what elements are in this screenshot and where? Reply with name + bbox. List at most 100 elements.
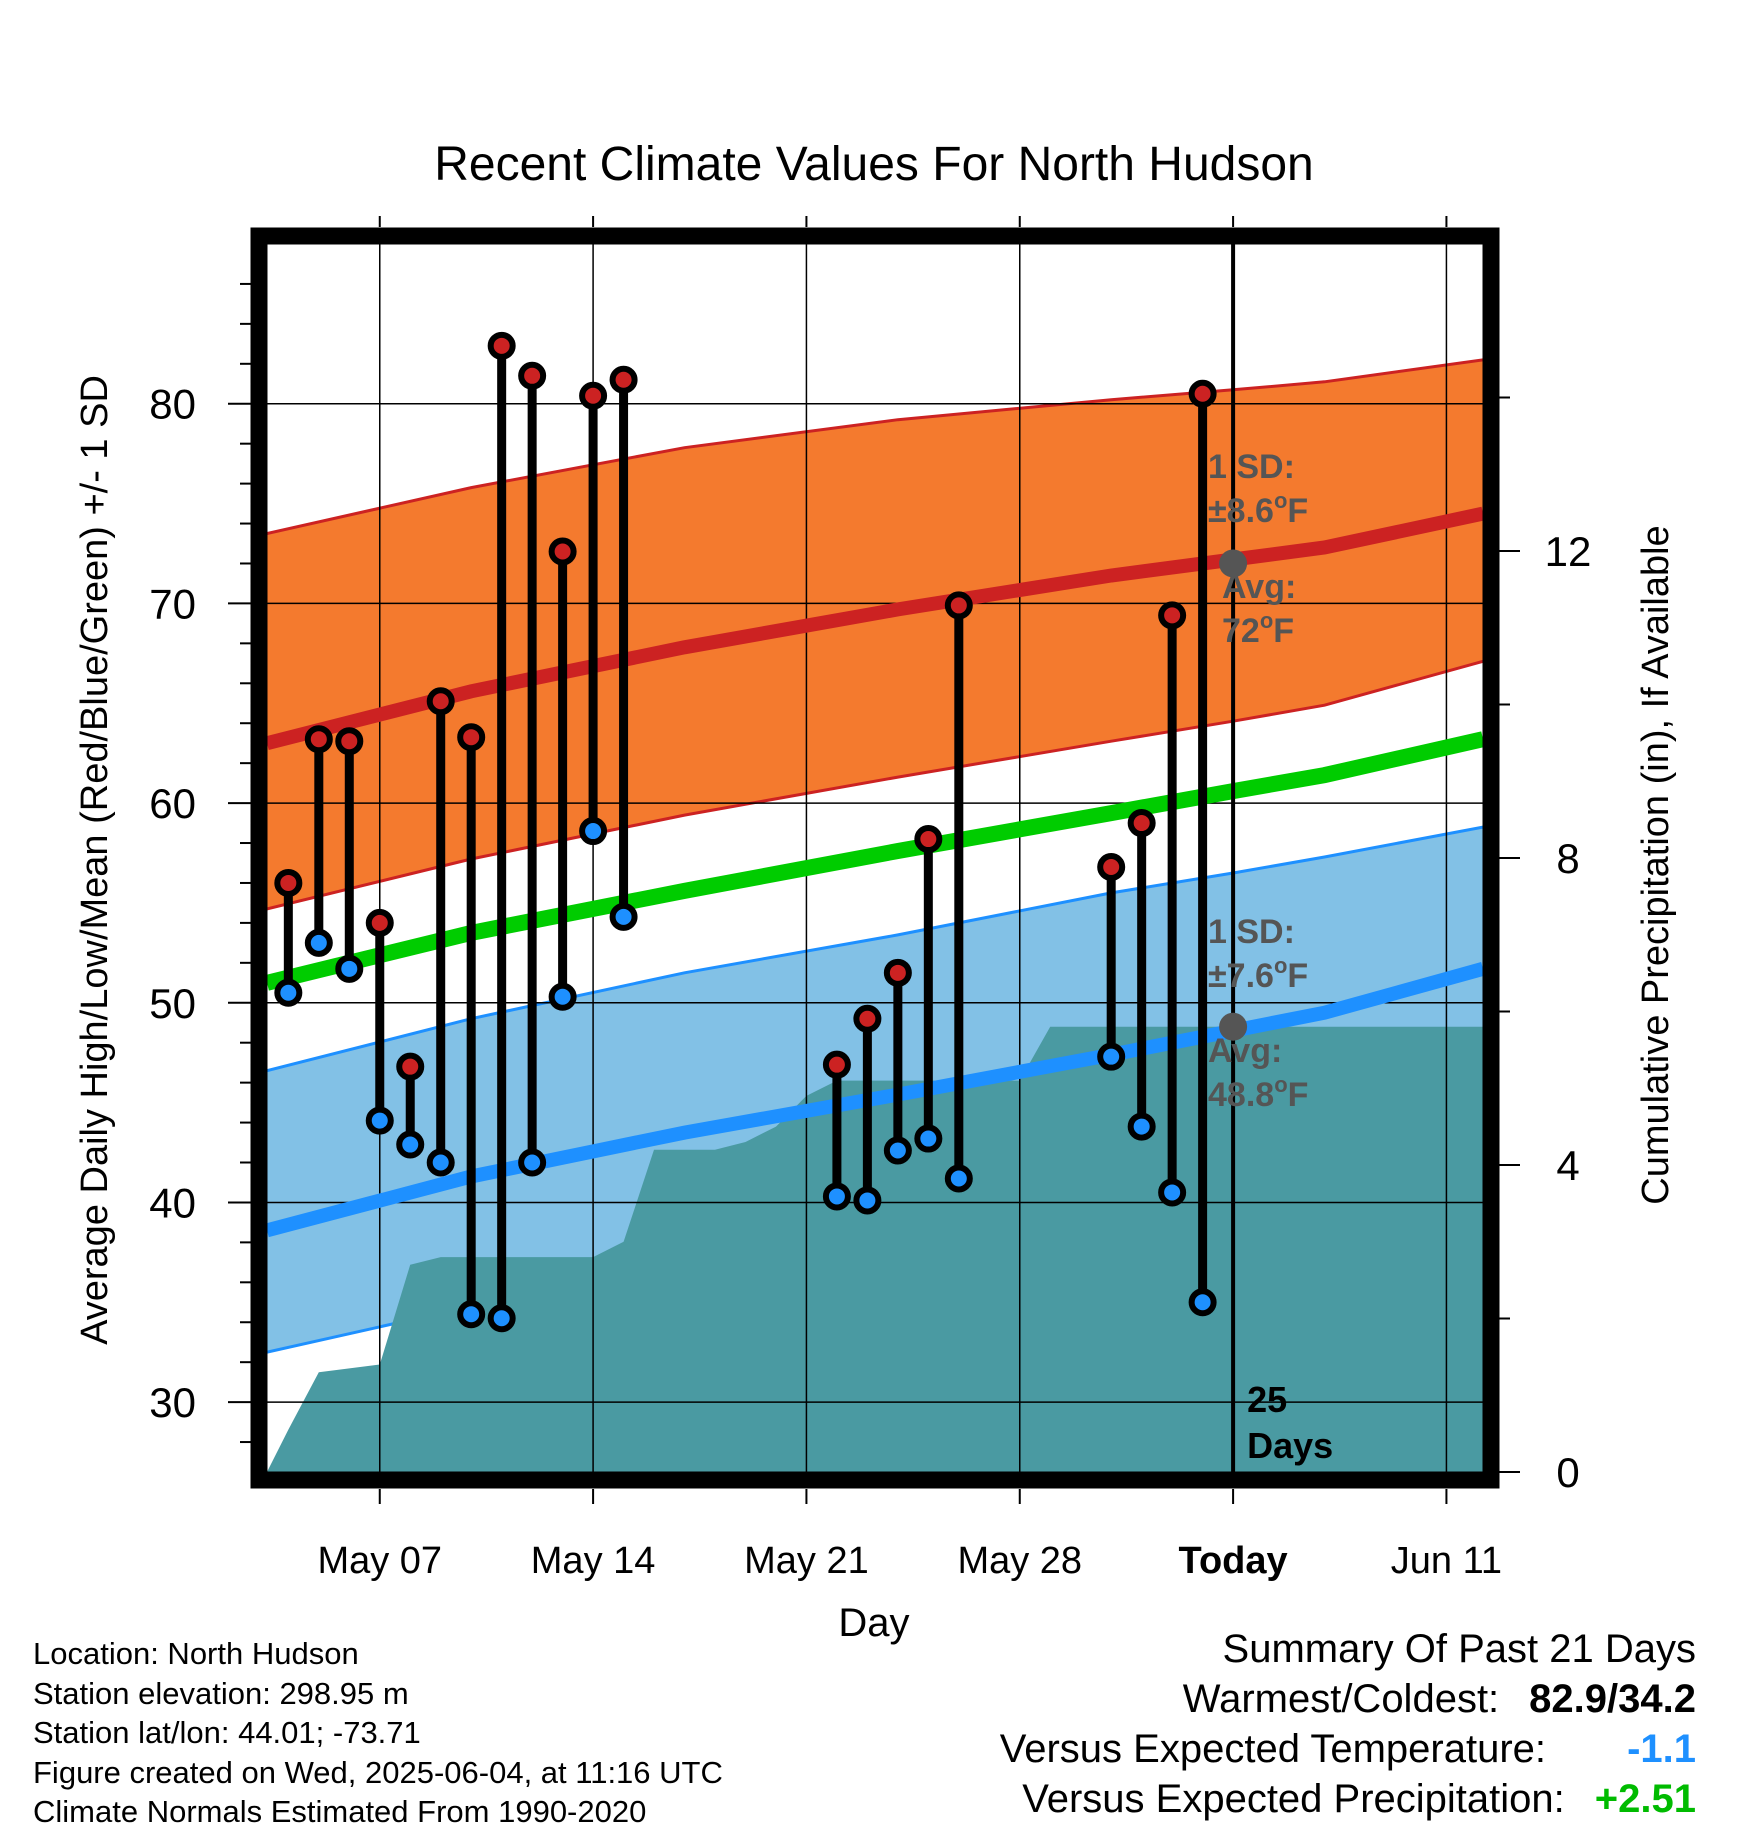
y-tick-label: 30 [149, 1379, 196, 1426]
high-point [304, 725, 333, 754]
y2-tick-label: 12 [1545, 528, 1592, 575]
temp-label: Versus Expected Temperature: [999, 1727, 1546, 1771]
low-sd-label-title: 1 SD: [1208, 913, 1295, 951]
high-point [609, 365, 638, 394]
y-tick-label: 40 [149, 1179, 196, 1226]
precip-area [267, 1026, 1483, 1472]
mean-average-line [267, 731, 1483, 991]
temp-value: -1.1 [1627, 1727, 1696, 1771]
low-point [609, 902, 638, 931]
x-tick-label: May 28 [957, 1540, 1082, 1582]
low-point [396, 1130, 425, 1159]
high-sd-label-value: ±8.6oF [1208, 488, 1308, 530]
summary-title: Summary Of Past 21 Days [1222, 1627, 1696, 1671]
high-point [457, 723, 486, 752]
low-avg-point [1219, 1012, 1248, 1041]
precip-label: Versus Expected Precipitation: [1022, 1777, 1565, 1821]
low-point [1158, 1178, 1187, 1207]
low-point [487, 1304, 516, 1333]
y-axis-label: Average Daily High/Low/Mean (Red/Blue/Gr… [74, 375, 116, 1345]
low-sd-upper-line [267, 825, 1483, 1073]
high-sd-upper-line [267, 358, 1483, 535]
low-point [1097, 1042, 1126, 1071]
low-point [579, 817, 608, 846]
x-tick-label: May 07 [317, 1540, 442, 1582]
high-point [365, 908, 394, 937]
high-point [518, 361, 547, 390]
high-point [548, 537, 577, 566]
days-count-label: 25 [1247, 1379, 1287, 1420]
high-point [914, 825, 943, 854]
high-average-line [267, 506, 1483, 750]
low-point [883, 1136, 912, 1165]
low-point [548, 982, 577, 1011]
low-point [1188, 1288, 1217, 1317]
high-point [944, 591, 973, 620]
precip-row: Versus Expected Precipitation: +2.51 [1000, 1774, 1696, 1824]
high-sd-label-title: 1 SD: [1208, 448, 1295, 486]
precip-value: +2.51 [1594, 1777, 1696, 1821]
days-word-label: Days [1247, 1425, 1333, 1466]
high-point [396, 1052, 425, 1081]
location-text: Location: North Hudson [33, 1636, 359, 1671]
low-point [304, 928, 333, 957]
x-tick-label: Today [1179, 1540, 1288, 1582]
y-tick-label: 80 [149, 381, 196, 428]
low-point [853, 1186, 882, 1215]
high-point [853, 1004, 882, 1033]
low-point [457, 1300, 486, 1329]
high-point [335, 727, 364, 756]
low-point [1127, 1112, 1156, 1141]
high-point [1158, 601, 1187, 630]
high-point [1188, 379, 1217, 408]
y-tick-label: 60 [149, 780, 196, 827]
low-average-line [267, 962, 1483, 1238]
warmest-row: Warmest/Coldest: 82.9/34.2 [1000, 1674, 1696, 1724]
low-avg-label-title: Avg: [1208, 1032, 1282, 1070]
normals-text: Climate Normals Estimated From 1990-2020 [33, 1794, 647, 1829]
high-point [822, 1050, 851, 1079]
created-text: Figure created on Wed, 2025-06-04, at 11… [33, 1754, 723, 1790]
x-tick-label: Jun 11 [1391, 1540, 1502, 1582]
x-tick-label: May 14 [531, 1540, 656, 1582]
high-point [883, 958, 912, 987]
low-point [944, 1164, 973, 1193]
latlon-text: Station lat/lon: 44.01; -73.71 [33, 1715, 421, 1750]
low-point [426, 1148, 455, 1177]
station-info: Location: North Hudson Station elevation… [33, 1634, 723, 1832]
temp-row: Versus Expected Temperature: -1.1 [1000, 1724, 1696, 1774]
x-tick-label: May 21 [744, 1540, 869, 1582]
elevation-text: Station elevation: 298.95 m [33, 1675, 409, 1711]
high-point [1127, 809, 1156, 838]
low-point [365, 1106, 394, 1135]
low-point [914, 1124, 943, 1153]
y-tick-label: 50 [149, 980, 196, 1027]
plot-frame [250, 227, 1500, 1489]
low-point [335, 954, 364, 983]
high-avg-label-value: 72oF [1222, 608, 1294, 650]
low-avg-label-value: 48.8oF [1208, 1072, 1308, 1114]
high-sd-band [267, 359, 1483, 909]
summary-panel: Summary Of Past 21 Days Warmest/Coldest:… [1000, 1624, 1696, 1824]
high-point [1097, 852, 1126, 881]
y2-tick-label: 0 [1556, 1449, 1579, 1496]
warmest-value: 82.9/34.2 [1529, 1677, 1696, 1721]
high-point [487, 331, 516, 360]
high-sd-lower-line [267, 659, 1483, 911]
high-point [579, 381, 608, 410]
low-point [518, 1148, 547, 1177]
y-tick-label: 70 [149, 580, 196, 627]
y2-axis-label: Cumulative Precipitation (in), If Availa… [1635, 525, 1677, 1204]
y2-tick-label: 8 [1556, 835, 1579, 882]
warmest-label: Warmest/Coldest: [1182, 1677, 1500, 1721]
high-avg-point [1219, 549, 1248, 578]
low-sd-label-value: ±7.6oF [1208, 953, 1308, 995]
x-axis-label: Day [838, 1601, 909, 1645]
high-point [426, 687, 455, 716]
low-point [274, 978, 303, 1007]
low-point [822, 1182, 851, 1211]
high-point [274, 868, 303, 897]
